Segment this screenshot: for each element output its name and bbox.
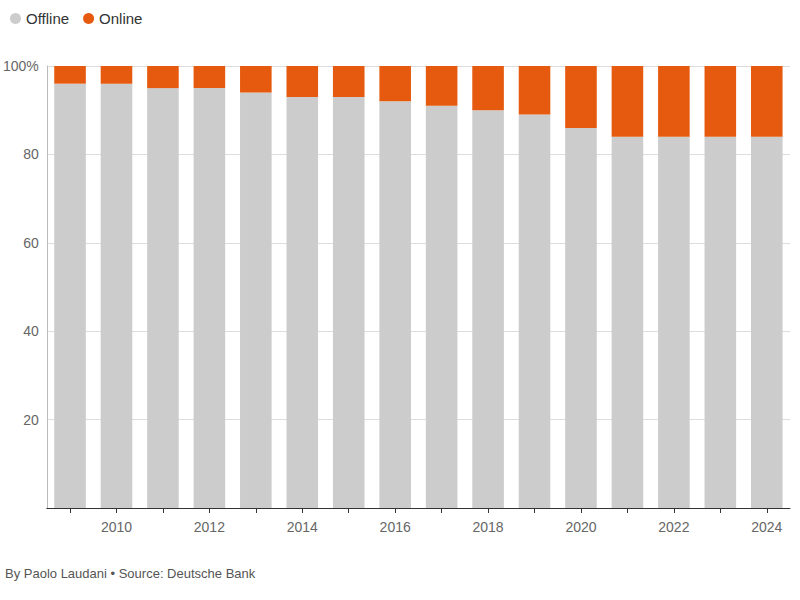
svg-text:2014: 2014	[287, 519, 318, 535]
svg-text:2024: 2024	[751, 519, 782, 535]
svg-text:Online: Online	[99, 10, 142, 27]
svg-text:40: 40	[23, 323, 39, 339]
svg-text:60: 60	[23, 235, 39, 251]
svg-text:2020: 2020	[565, 519, 596, 535]
svg-text:2016: 2016	[380, 519, 411, 535]
svg-text:80: 80	[23, 146, 39, 162]
svg-text:Offline: Offline	[26, 10, 69, 27]
svg-text:By Paolo Laudani • Source: Deu: By Paolo Laudani • Source: Deutsche Bank	[5, 566, 256, 581]
svg-text:2022: 2022	[658, 519, 689, 535]
svg-text:2010: 2010	[101, 519, 132, 535]
svg-text:2018: 2018	[472, 519, 503, 535]
svg-text:20: 20	[23, 412, 39, 428]
svg-text:100%: 100%	[3, 58, 39, 74]
svg-text:2012: 2012	[194, 519, 225, 535]
